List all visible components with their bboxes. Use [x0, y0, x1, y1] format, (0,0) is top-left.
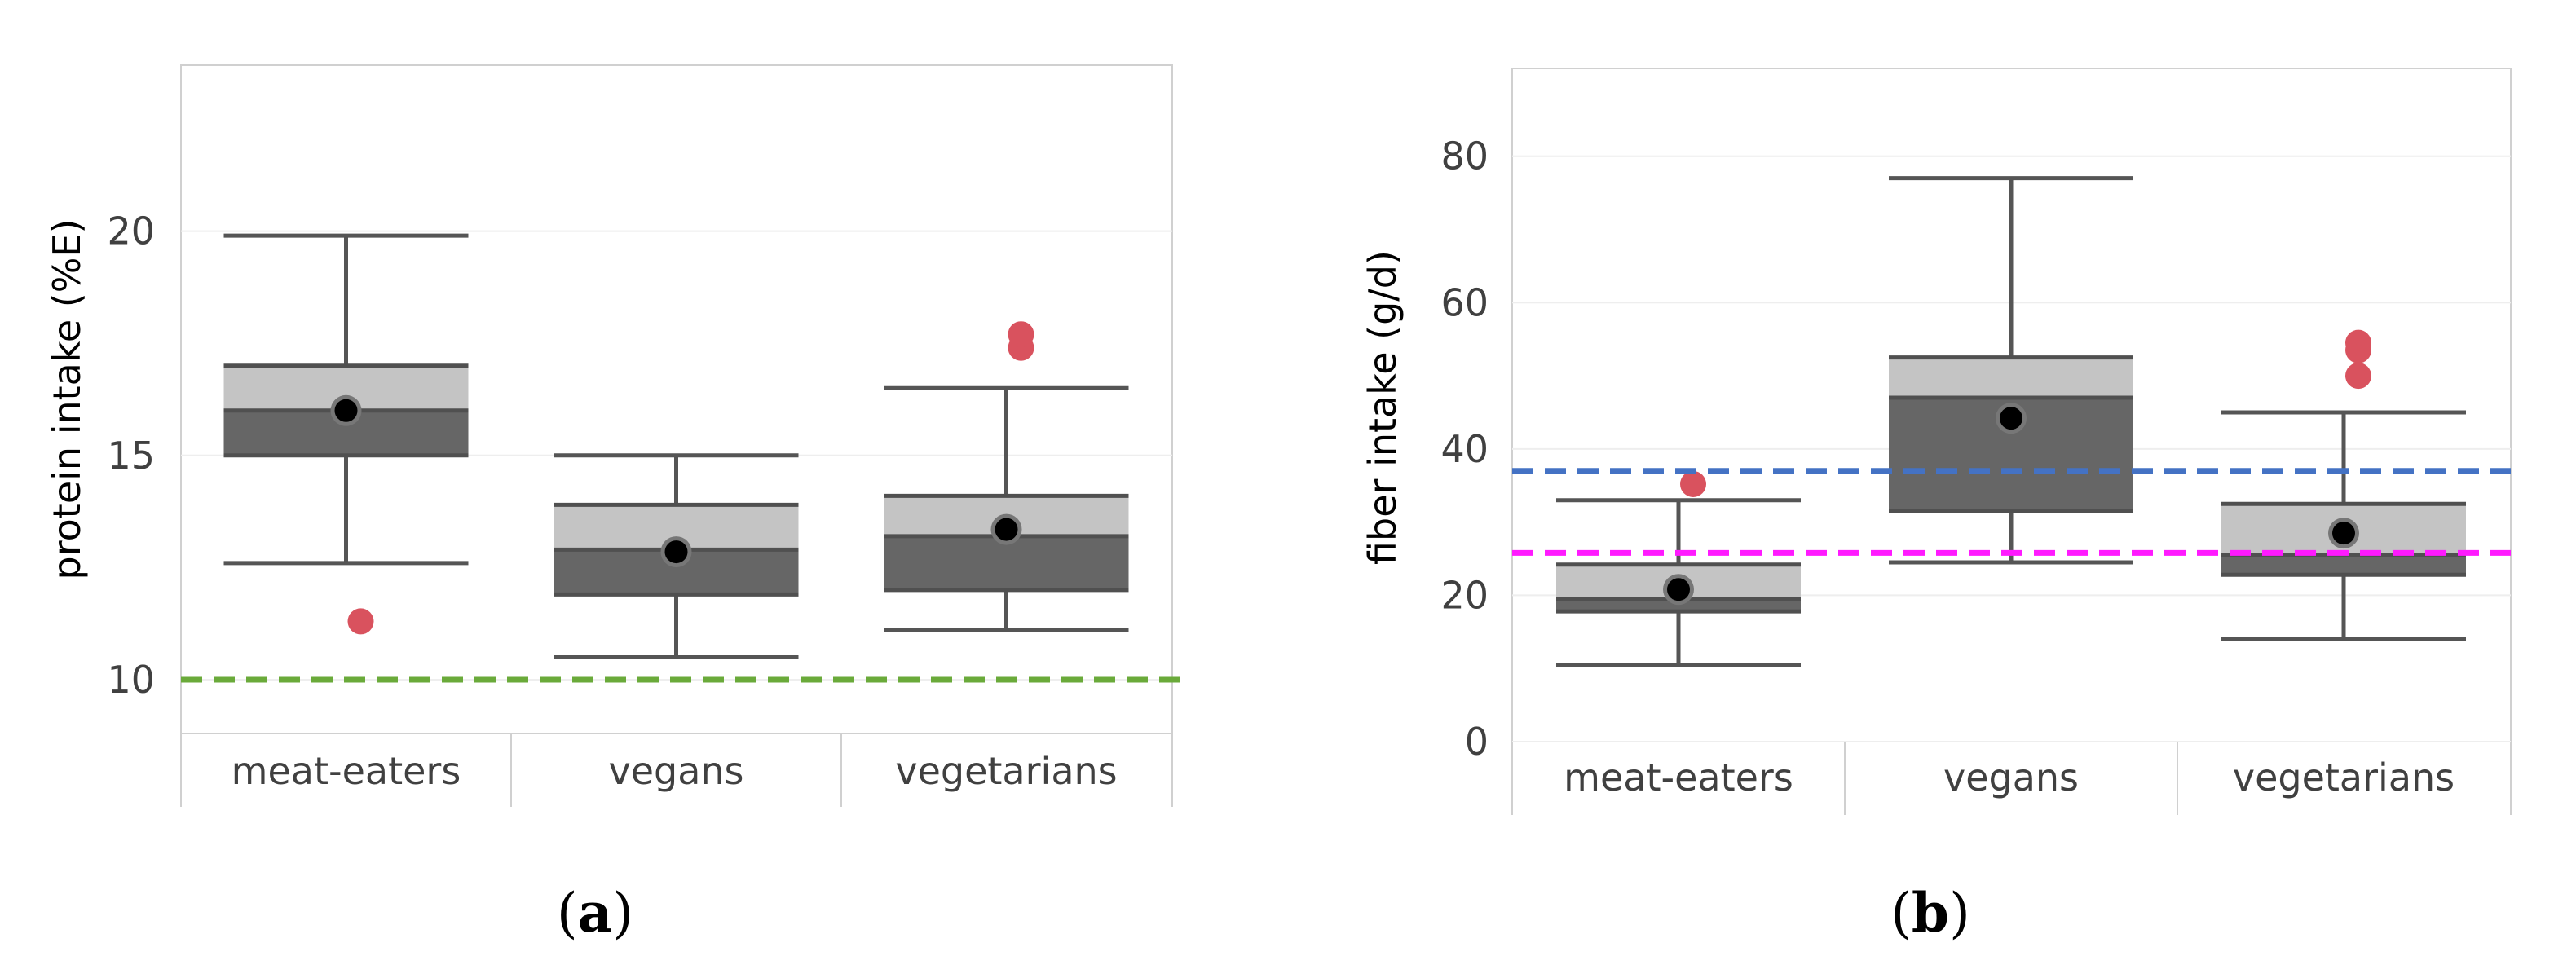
- mean-marker: [2000, 407, 2022, 430]
- panel-b-x-tick-label: vegans: [1943, 756, 2079, 800]
- box-upper-quartile: [1889, 357, 2133, 399]
- outlier-point: [347, 608, 374, 635]
- mean-marker: [1667, 578, 1690, 601]
- panel-b-y-tick-label: 0: [1465, 720, 1489, 764]
- panel-a-x-tick-label: meat-eaters: [232, 749, 461, 793]
- panel-a-label-letter: a: [578, 881, 613, 945]
- panel-b-box-meat-eaters: [1556, 470, 1801, 667]
- panel-b-x-tick-label: meat-eaters: [1564, 756, 1793, 800]
- panel-a-box-vegans: [554, 453, 799, 659]
- mean-marker: [995, 518, 1018, 541]
- box-lower-quartile: [1556, 598, 1801, 612]
- panel-a-y-tick-label: 10: [107, 658, 155, 702]
- panel-a-x-tick-label: vegans: [608, 749, 743, 793]
- outlier-point: [1008, 321, 1034, 348]
- panel-a-y-tick-label: 20: [107, 209, 155, 253]
- panel-b-y-tick-label: 20: [1440, 573, 1489, 617]
- panel-b-box-vegans: [1889, 176, 2133, 565]
- panel-b-y-axis-title: fiber intake (g/d): [1361, 250, 1405, 565]
- panel-b-y-tick-label: 80: [1440, 134, 1489, 178]
- panel-b-y-tick-label: 60: [1440, 280, 1489, 324]
- panel-a-x-tick-label: vegetarians: [895, 749, 1117, 793]
- outlier-point: [2345, 329, 2371, 356]
- box-lower-quartile: [2221, 555, 2466, 575]
- panel-a-y-axis-title: protein intake (%E): [45, 219, 89, 580]
- panel-a-box-meat-eaters: [223, 233, 469, 635]
- panel-b-fiber-chart: meat-eaters vegans vegetarians 0 20 40 60 80 f…: [1361, 68, 2512, 945]
- panel-a-y-tick-label: 15: [107, 434, 155, 478]
- mean-marker: [334, 399, 358, 422]
- box-lower-quartile: [884, 535, 1129, 590]
- panel-a-box-vegetarians: [884, 321, 1129, 632]
- outlier-point: [2345, 363, 2371, 390]
- outlier-point: [1680, 470, 1706, 497]
- panel-a-frame: [180, 64, 1173, 734]
- panel-b-box-vegetarians: [2221, 329, 2466, 641]
- panel-a-protein-chart: meat-eaters vegans vegetarians 10 15 20 prot…: [45, 64, 1186, 945]
- panel-b-label-letter: b: [1912, 881, 1949, 945]
- mean-marker: [664, 540, 688, 564]
- panel-b-y-tick-label: 40: [1440, 427, 1489, 471]
- panel-b-label: (b): [1890, 881, 1970, 945]
- panel-b-x-tick-label: vegetarians: [2233, 756, 2455, 800]
- mean-marker: [2332, 522, 2355, 545]
- panel-a-label: (a): [557, 881, 633, 945]
